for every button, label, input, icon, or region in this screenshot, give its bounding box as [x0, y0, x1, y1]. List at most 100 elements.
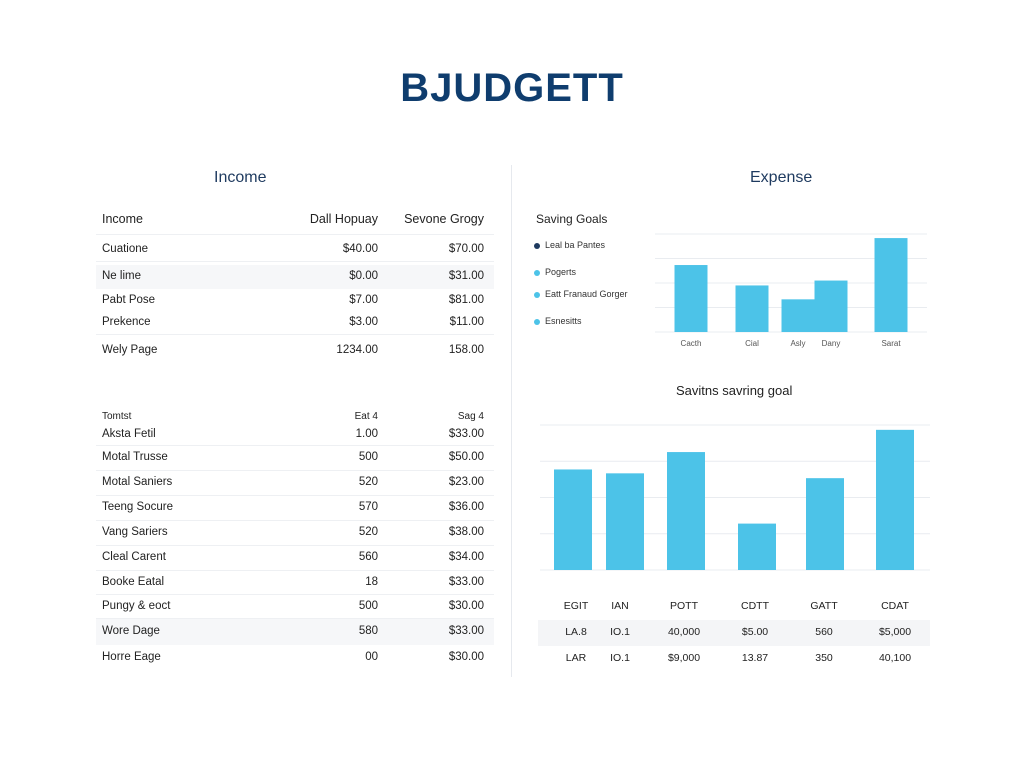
details-table-header: Tomtst Eat 4 Sag 4 [96, 408, 494, 426]
income-col-header-1: Income [102, 212, 143, 226]
row-value: 00 [365, 651, 378, 663]
bar[interactable] [674, 265, 708, 332]
table-row[interactable]: Wore Dage 580 $33.00 [96, 619, 494, 645]
table-row[interactable]: Vang Sariers 520 $38.00 [96, 521, 494, 546]
row-value: $0.00 [349, 270, 378, 282]
legend-item[interactable]: Leal ba Pantes [534, 240, 605, 250]
legend-dot [534, 318, 540, 325]
bar[interactable] [781, 299, 815, 332]
income-col-header-2: Dall Hopuay [309, 212, 378, 226]
table-row[interactable]: Booke Eatal 18 $33.00 [96, 571, 494, 595]
income-table-header: Income Dall Hopuay Sevone Grogy [96, 207, 494, 235]
bar[interactable] [876, 429, 914, 570]
row-value: $81.00 [448, 294, 484, 306]
summary-cell: $5.00 [741, 626, 769, 638]
row-value: 500 [358, 451, 378, 463]
x-tick-label: Dany [822, 339, 841, 348]
bar[interactable] [554, 469, 592, 570]
bar[interactable] [606, 473, 644, 570]
table-row[interactable]: Cuatione $40.00 $70.00 [96, 238, 494, 262]
summary-cell: LAR [565, 652, 587, 664]
legend-label: Leal ba Pantes [545, 240, 606, 250]
summary-cell: IO.1 [610, 652, 630, 664]
table-row[interactable]: Horre Eage 00 $30.00 [96, 645, 494, 671]
row-value: 520 [358, 526, 378, 538]
details-col-header-2: Eat 4 [354, 411, 378, 422]
row-value: 520 [358, 476, 378, 488]
bar[interactable] [806, 478, 844, 570]
row-value: $23.00 [448, 476, 484, 488]
row-label: Motal Saniers [102, 476, 173, 488]
row-value: $40.00 [342, 243, 378, 255]
row-label: Prekence [102, 316, 151, 328]
row-value: 18 [365, 576, 378, 588]
bar[interactable] [738, 523, 776, 570]
table-row[interactable]: Prekence $3.00 $11.00 [96, 311, 494, 335]
row-label: Teeng Socure [102, 501, 173, 513]
summary-col-header: CDTT [741, 600, 769, 612]
row-value: 158.00 [448, 344, 484, 356]
row-label: Ne lime [102, 270, 141, 282]
row-value: $33.00 [448, 428, 484, 440]
table-row[interactable]: Cleal Carent 560 $34.00 [96, 546, 494, 571]
row-value: $38.00 [448, 526, 484, 538]
row-value: $30.00 [448, 651, 484, 663]
row-label: Pabt Pose [102, 294, 156, 306]
summary-col-header: CDAT [881, 600, 909, 612]
table-row[interactable]: Motal Saniers 520 $23.00 [96, 471, 494, 496]
row-label: Pungy & eoct [102, 600, 171, 612]
legend-item[interactable]: Esnesitts [534, 316, 582, 326]
expense-bar-chart: Cacth Cial Asly Dany Sarat [655, 233, 927, 348]
details-col-header-3: Sag 4 [457, 411, 484, 422]
table-row[interactable]: Teeng Socure 570 $36.00 [96, 496, 494, 521]
table-row[interactable]: Pungy & eoct 500 $30.00 [96, 595, 494, 619]
row-value: 1.00 [355, 428, 378, 440]
saving-goals-title: Saving Goals [536, 212, 608, 226]
summary-cell: 40,100 [878, 652, 912, 664]
x-tick-label: Cacth [681, 339, 702, 348]
legend-label: Pogerts [545, 267, 577, 277]
summary-cell: 13.87 [741, 652, 769, 664]
table-row[interactable]: LAR IO.1 $9,000 13.87 350 40,100 [538, 646, 930, 672]
table-row[interactable]: Aksta Fetil 1.00 $33.00 [96, 426, 494, 446]
row-label: Aksta Fetil [102, 428, 156, 440]
legend-item[interactable]: Pogerts [534, 267, 576, 277]
summary-col-header: IAN [611, 600, 629, 612]
summary-cell: 350 [815, 652, 833, 664]
table-row[interactable]: LA.8 IO.1 40,000 $5.00 560 $5,000 [538, 620, 930, 646]
summary-cell: IO.1 [610, 626, 630, 638]
row-value: $50.00 [448, 451, 484, 463]
row-value: $11.00 [449, 316, 484, 328]
legend-item[interactable]: Eatt Franaud Gorger [534, 289, 628, 299]
summary-table: EGIT IAN POTT CDTT GATT CDAT LA.8 IO.1 4… [538, 594, 930, 672]
summary-col-header: EGIT [563, 600, 589, 612]
legend-label: Eatt Franaud Gorger [545, 289, 628, 299]
income-panel-title: Income [214, 169, 267, 186]
table-row[interactable]: Wely Page 1234.00 158.00 [96, 339, 494, 363]
row-value: $34.00 [448, 551, 484, 563]
savings-chart-title: Savitns savring goal [676, 383, 793, 398]
table-row[interactable]: Pabt Pose $7.00 $81.00 [96, 289, 494, 311]
x-tick-label: Cial [745, 339, 759, 348]
app-title: BJUDGETT [400, 66, 624, 110]
bar[interactable] [814, 280, 848, 332]
row-label: Wore Dage [102, 625, 160, 637]
table-row[interactable]: Ne lime $0.00 $31.00 [96, 265, 494, 289]
summary-cell: $9,000 [667, 652, 701, 664]
table-row[interactable]: Motal Trusse 500 $50.00 [96, 446, 494, 471]
row-label: Motal Trusse [102, 451, 168, 463]
row-label: Cleal Carent [102, 551, 166, 563]
bar[interactable] [735, 285, 769, 332]
row-value: 1234.00 [336, 344, 378, 356]
legend-dot [534, 291, 540, 298]
row-value: $31.00 [448, 270, 484, 282]
income-table: Income Dall Hopuay Sevone Grogy Cuatione… [96, 207, 494, 363]
legend-label: Esnesitts [545, 316, 582, 326]
row-value: $7.00 [349, 294, 378, 306]
row-value: 580 [358, 625, 378, 637]
bar[interactable] [667, 452, 705, 570]
bar[interactable] [874, 238, 908, 332]
row-value: $33.00 [448, 576, 484, 588]
row-value: $30.00 [448, 600, 484, 612]
row-value: $33.00 [448, 625, 484, 637]
